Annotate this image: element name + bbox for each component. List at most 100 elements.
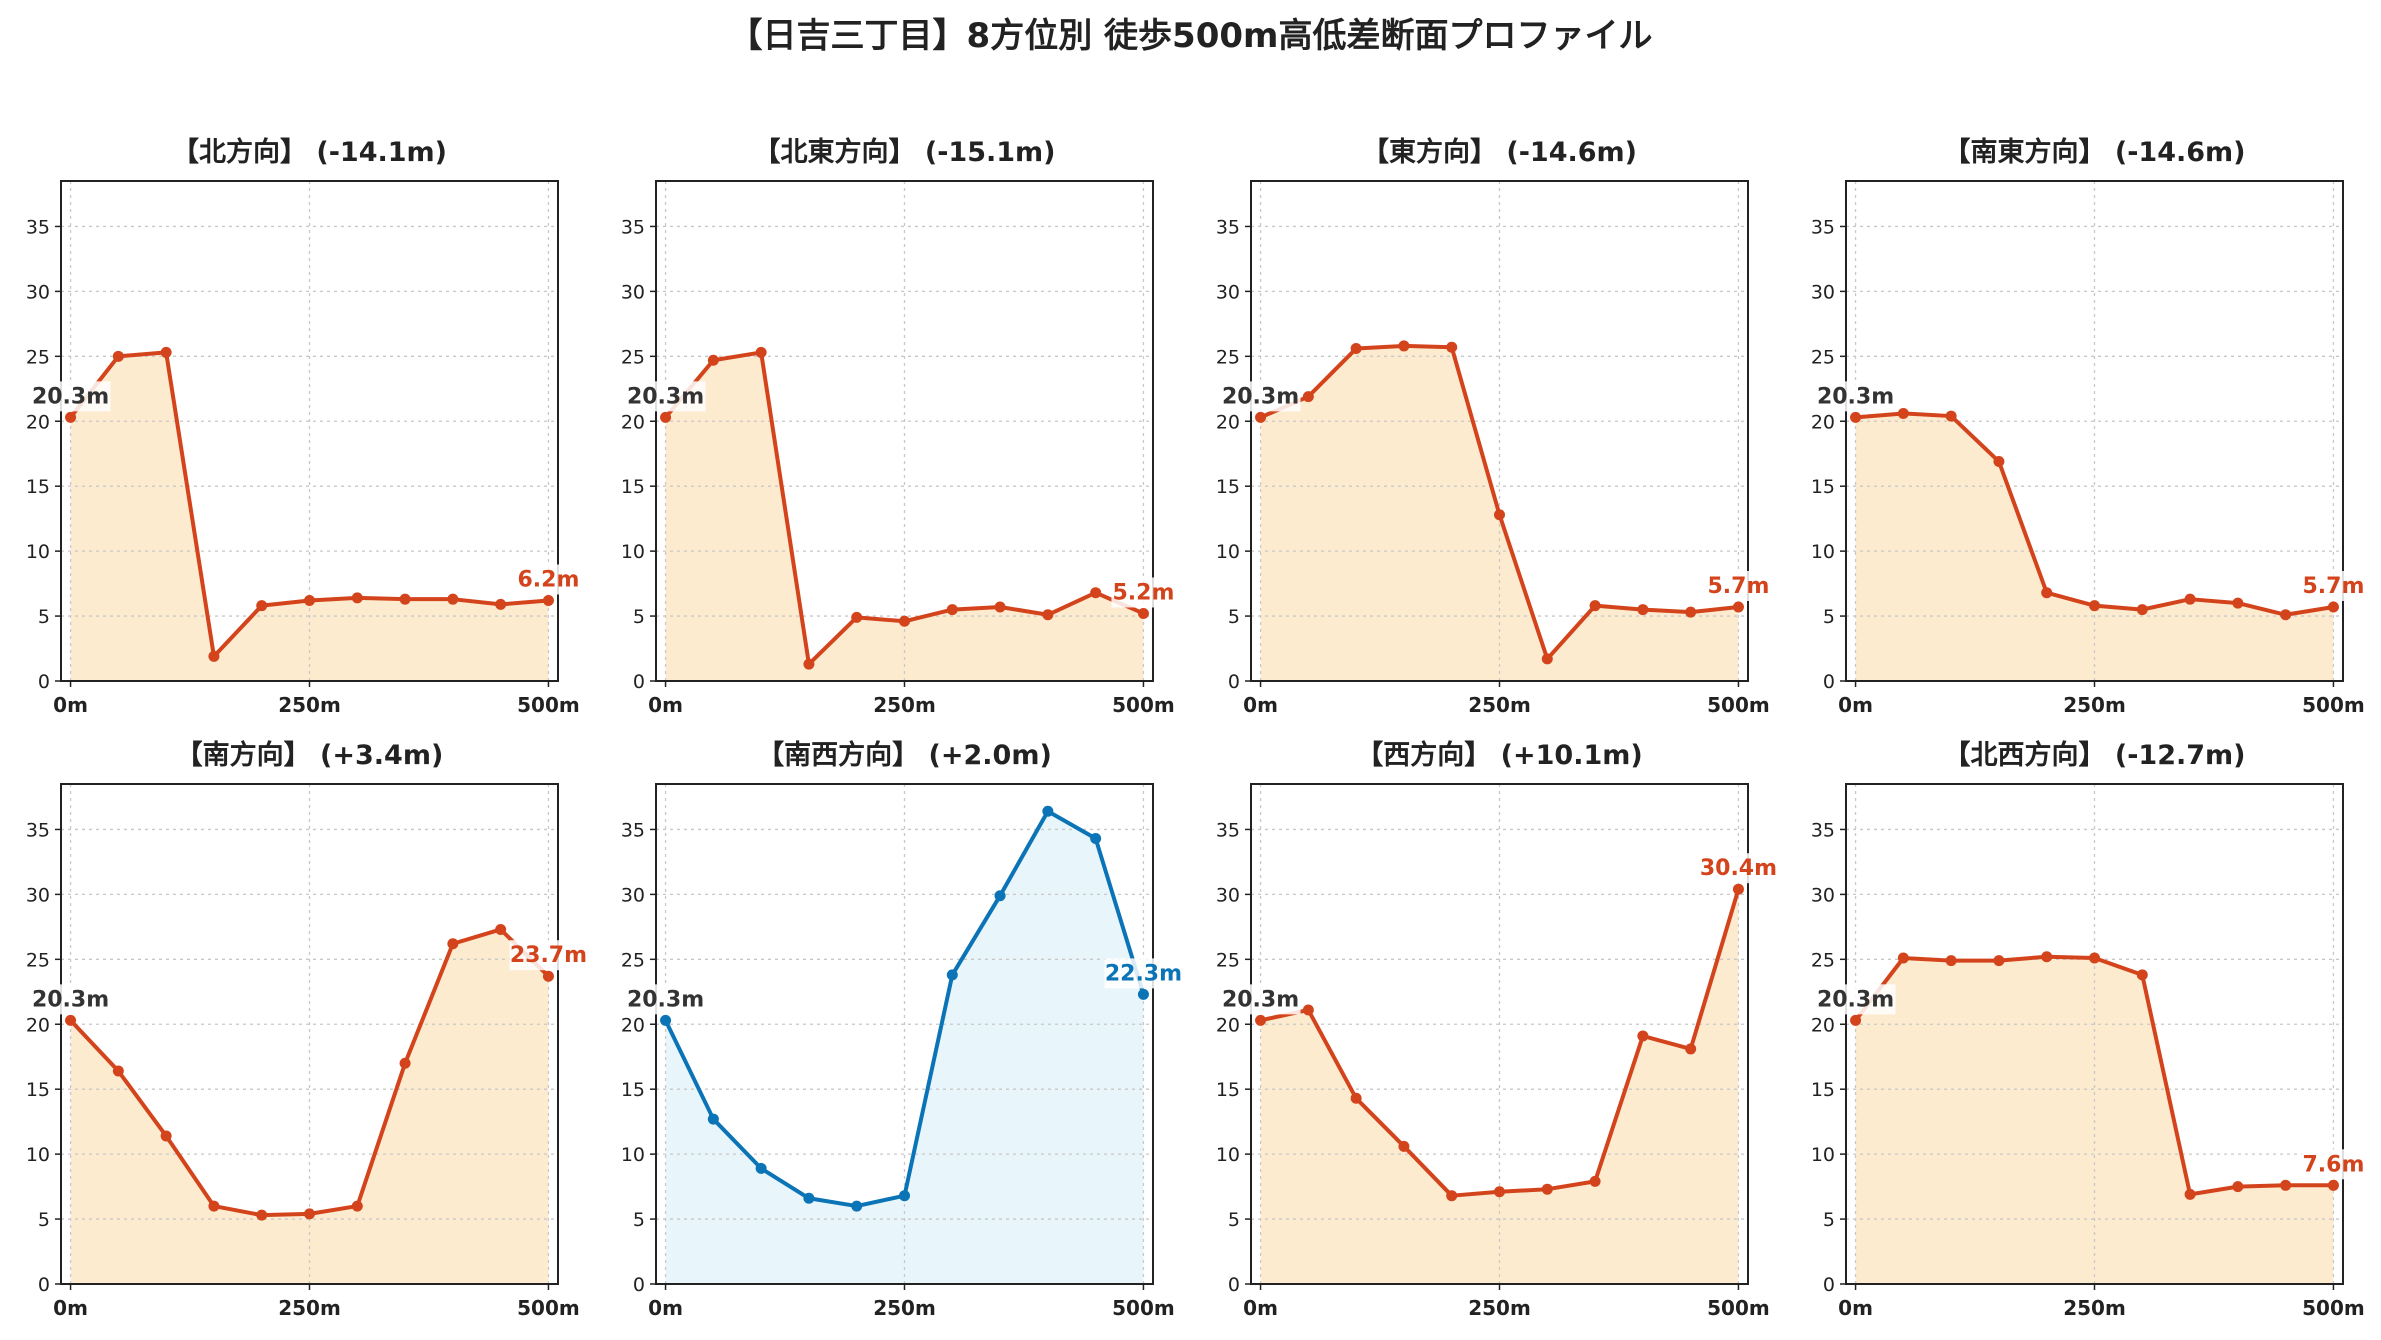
y-tick-label: 35 <box>26 819 50 841</box>
x-tick-label: 250m <box>278 1296 341 1320</box>
start-label-bg <box>1815 984 1896 1015</box>
y-tick-label: 15 <box>621 476 645 498</box>
y-tick-label: 35 <box>621 216 645 238</box>
start-value-label: 20.3m <box>1222 987 1299 1012</box>
data-point <box>542 594 554 606</box>
panel-title: 【北方向】 (-14.1m) <box>172 136 447 168</box>
panel-title: 【西方向】 (+10.1m) <box>1356 739 1642 771</box>
data-point <box>1945 955 1957 967</box>
data-point <box>2041 951 2053 963</box>
data-point <box>1090 833 1102 845</box>
start-label-bg <box>1220 984 1301 1015</box>
end-value-label: 5.2m <box>1112 580 1174 605</box>
y-tick-label: 25 <box>26 346 50 368</box>
x-tick-label: 500m <box>1112 693 1175 717</box>
data-point <box>1897 952 1909 964</box>
y-tick-label: 30 <box>621 884 645 906</box>
y-tick-label: 0 <box>1823 671 1835 693</box>
y-tick-label: 0 <box>38 671 50 693</box>
y-tick-label: 0 <box>38 1274 50 1296</box>
data-point <box>1993 456 2005 468</box>
y-tick-label: 20 <box>1216 411 1240 433</box>
y-tick-label: 0 <box>1823 1274 1835 1296</box>
chart-panel-8: 【北西方向】 (-12.7m) 0 5 10 15 20 25 30 35 0m 250m 500m 2… <box>1811 739 2366 1320</box>
data-point <box>1993 955 2005 967</box>
data-point <box>1398 340 1410 352</box>
y-tick-label: 15 <box>1216 1079 1240 1101</box>
data-point <box>208 1200 220 1212</box>
data-point <box>495 923 507 935</box>
start-label-bg <box>1815 381 1896 412</box>
chart-panel-3: 【東方向】 (-14.6m) 0 5 10 15 20 25 30 35 0m 250m 500m 20… <box>1216 136 1771 717</box>
area-fill <box>70 352 549 681</box>
y-tick-label: 10 <box>1216 1144 1240 1166</box>
start-value-label: 20.3m <box>627 384 704 409</box>
chart-panel-5: 【南方向】 (+3.4m) 0 5 10 15 20 25 30 35 0m 250m 500m 20.… <box>26 739 588 1320</box>
end-label-bg <box>2301 570 2366 601</box>
end-value-label: 6.2m <box>517 567 579 592</box>
y-tick-label: 30 <box>1216 281 1240 303</box>
x-tick-label: 250m <box>873 693 936 717</box>
data-point <box>1350 343 1362 355</box>
start-value-label: 20.3m <box>1222 384 1299 409</box>
y-tick-label: 15 <box>1811 476 1835 498</box>
panel-title: 【南方向】 (+3.4m) <box>176 739 444 771</box>
x-tick-label: 250m <box>278 693 341 717</box>
data-point <box>660 411 672 423</box>
area-fill <box>1260 889 1739 1284</box>
data-point <box>1090 587 1102 599</box>
x-tick-label: 250m <box>2063 1296 2126 1320</box>
panel-title: 【南西方向】 (+2.0m) <box>757 739 1052 771</box>
x-tick-label: 500m <box>517 693 580 717</box>
data-point <box>208 650 220 662</box>
y-tick-label: 15 <box>621 1079 645 1101</box>
y-tick-label: 15 <box>1811 1079 1835 1101</box>
y-tick-label: 15 <box>26 476 50 498</box>
start-label-bg <box>1220 381 1301 412</box>
data-point <box>1494 1186 1505 1198</box>
data-point <box>2089 600 2100 612</box>
data-point <box>1589 600 1601 612</box>
y-tick-label: 5 <box>633 606 645 628</box>
data-point <box>851 1200 863 1212</box>
data-point <box>994 601 1006 613</box>
chart-panel-6: 【南西方向】 (+2.0m) 0 5 10 15 20 25 30 35 0m 250m 500m 20… <box>621 739 1183 1320</box>
y-tick-label: 20 <box>1811 1014 1835 1036</box>
y-tick-label: 30 <box>1216 884 1240 906</box>
y-tick-label: 0 <box>633 671 645 693</box>
end-value-label: 5.7m <box>2302 574 2364 599</box>
data-point <box>2327 601 2339 613</box>
start-value-label: 20.3m <box>32 987 109 1012</box>
y-tick-label: 10 <box>1811 541 1835 563</box>
data-point <box>2184 593 2196 605</box>
x-tick-label: 0m <box>648 693 683 717</box>
data-point <box>160 346 172 358</box>
y-tick-label: 5 <box>633 1209 645 1231</box>
start-label-bg <box>625 381 706 412</box>
y-tick-label: 0 <box>1228 671 1240 693</box>
x-tick-label: 250m <box>873 1296 936 1320</box>
y-tick-label: 35 <box>26 216 50 238</box>
data-point <box>1255 1014 1267 1026</box>
start-value-label: 20.3m <box>32 384 109 409</box>
data-point <box>1732 883 1744 895</box>
data-point <box>1589 1175 1601 1187</box>
data-point <box>851 611 863 623</box>
data-point <box>755 1162 767 1174</box>
data-point <box>1398 1140 1410 1152</box>
data-point <box>1732 601 1744 613</box>
data-point <box>447 938 459 950</box>
data-point <box>542 970 554 982</box>
x-tick-label: 250m <box>1468 693 1531 717</box>
y-tick-label: 35 <box>1216 216 1240 238</box>
x-tick-label: 500m <box>2302 693 2365 717</box>
y-tick-label: 20 <box>621 411 645 433</box>
x-tick-label: 500m <box>1707 693 1770 717</box>
x-tick-label: 0m <box>1838 1296 1873 1320</box>
start-value-label: 20.3m <box>627 987 704 1012</box>
data-point <box>1850 1014 1862 1026</box>
y-tick-label: 10 <box>621 541 645 563</box>
x-tick-label: 500m <box>517 1296 580 1320</box>
data-point <box>2280 1179 2292 1191</box>
data-point <box>65 411 77 423</box>
